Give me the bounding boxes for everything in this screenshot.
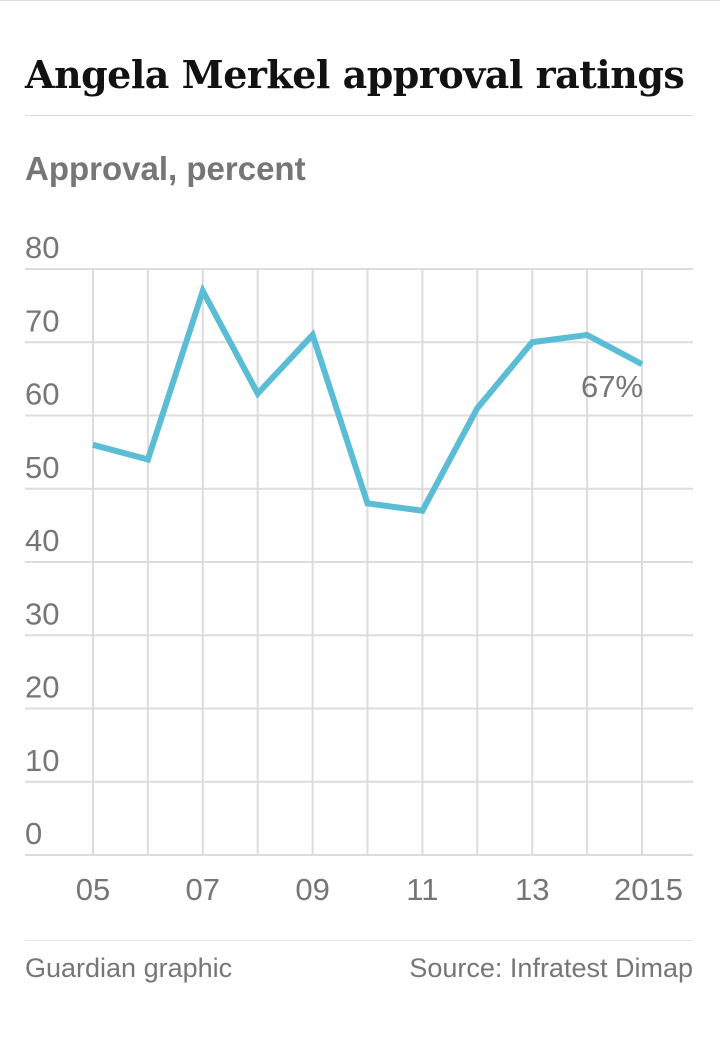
x-tick-label: 13 — [515, 872, 549, 907]
x-tick-label: 09 — [295, 872, 329, 907]
data-label: 67% — [581, 369, 643, 404]
x-tick-label: 05 — [76, 872, 110, 907]
y-tick-label: 10 — [25, 743, 59, 778]
y-axis-label: Approval, percent — [25, 150, 306, 187]
credit-text: Guardian graphic — [25, 953, 233, 983]
y-tick-label: 80 — [25, 230, 59, 265]
line-chart: 0 10 20 30 40 50 60 70 80 05 07 09 11 13 2015 67% — [25, 230, 693, 907]
x-tick-label: 2015 — [614, 872, 683, 907]
y-tick-label: 0 — [25, 816, 42, 851]
top-rule — [0, 0, 720, 1]
chart-title: Angela Merkel approval ratings — [25, 52, 685, 97]
title-divider — [25, 115, 693, 116]
y-tick-label: 20 — [25, 670, 59, 705]
y-tick-label: 50 — [25, 450, 59, 485]
y-tick-label: 70 — [25, 303, 59, 338]
x-tick-label: 07 — [186, 872, 220, 907]
footer-divider — [25, 940, 693, 941]
series-line — [92, 283, 644, 514]
y-tick-label: 30 — [25, 596, 59, 631]
source-text: Source: Infratest Dimap — [409, 953, 693, 983]
x-tick-label: 11 — [406, 872, 438, 907]
y-tick-label: 40 — [25, 523, 59, 558]
y-tick-label: 60 — [25, 377, 59, 412]
